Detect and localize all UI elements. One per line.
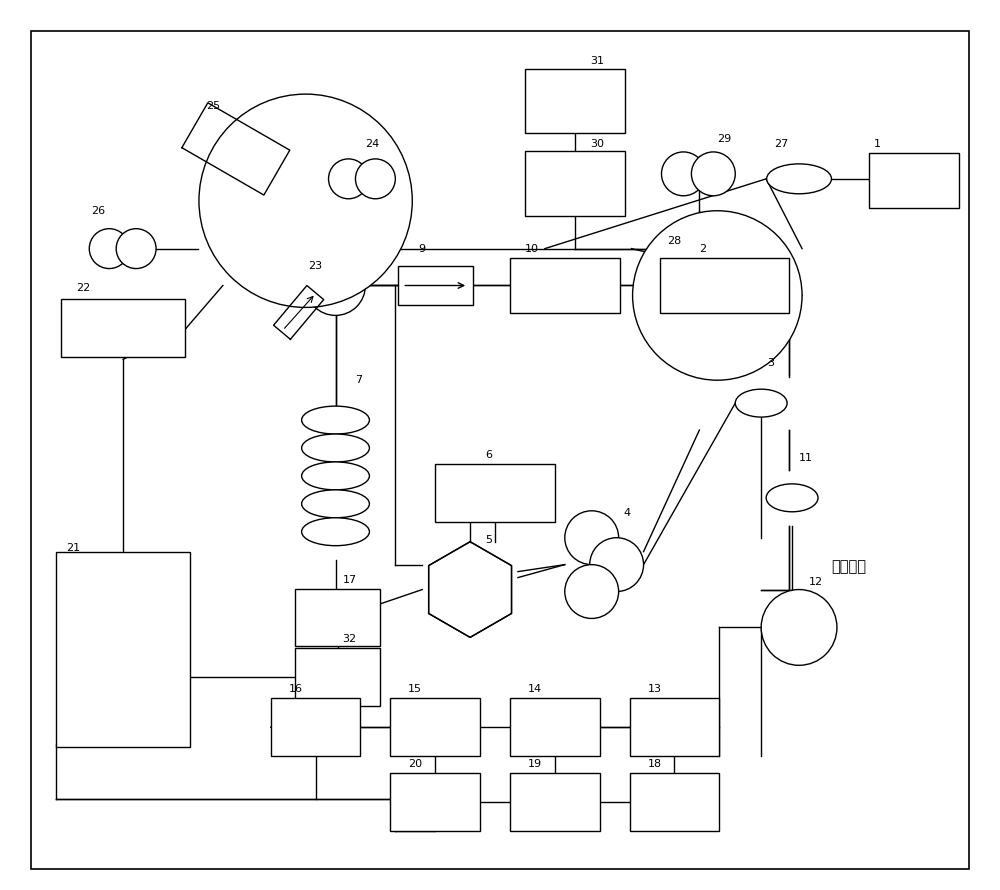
Text: 31: 31 xyxy=(590,56,604,66)
Text: 30: 30 xyxy=(590,139,604,149)
Circle shape xyxy=(89,229,129,269)
Bar xyxy=(295,588,380,646)
Text: 9: 9 xyxy=(418,244,425,254)
Bar xyxy=(525,69,625,134)
Bar xyxy=(56,552,190,747)
Text: 23: 23 xyxy=(309,261,323,271)
Bar xyxy=(271,699,360,756)
Text: 32: 32 xyxy=(342,635,357,644)
Ellipse shape xyxy=(767,164,831,194)
Circle shape xyxy=(199,94,412,307)
Text: 2: 2 xyxy=(699,244,707,254)
Text: 3: 3 xyxy=(767,359,774,368)
Text: 5: 5 xyxy=(485,535,492,545)
Ellipse shape xyxy=(302,518,369,546)
Ellipse shape xyxy=(735,389,787,417)
Ellipse shape xyxy=(766,484,818,512)
Circle shape xyxy=(306,255,365,315)
Circle shape xyxy=(661,152,705,196)
Bar xyxy=(435,464,555,522)
Circle shape xyxy=(565,564,619,619)
Bar xyxy=(61,299,185,357)
Text: 11: 11 xyxy=(799,453,813,463)
Text: 12: 12 xyxy=(809,577,823,587)
Bar xyxy=(390,699,480,756)
Text: 18: 18 xyxy=(648,759,662,769)
Circle shape xyxy=(355,159,395,198)
Circle shape xyxy=(329,159,368,198)
Text: 1: 1 xyxy=(874,139,881,149)
Bar xyxy=(525,151,625,216)
Text: 15: 15 xyxy=(408,684,422,694)
Bar xyxy=(295,648,380,706)
Bar xyxy=(510,699,600,756)
Text: 20: 20 xyxy=(408,759,422,769)
Text: 6: 6 xyxy=(485,450,492,460)
Text: 21: 21 xyxy=(66,543,80,553)
Text: 17: 17 xyxy=(342,575,357,585)
Bar xyxy=(398,265,473,305)
Text: 7: 7 xyxy=(355,376,363,385)
Text: 激光输出: 激光输出 xyxy=(831,560,866,575)
Text: 29: 29 xyxy=(717,134,732,144)
Circle shape xyxy=(633,211,802,380)
Text: 22: 22 xyxy=(76,284,91,294)
Text: 25: 25 xyxy=(206,101,220,111)
Circle shape xyxy=(761,589,837,666)
Bar xyxy=(390,773,480,830)
Circle shape xyxy=(590,538,644,592)
Text: 14: 14 xyxy=(528,684,542,694)
Text: 13: 13 xyxy=(648,684,662,694)
Bar xyxy=(510,258,620,313)
Text: 4: 4 xyxy=(624,508,631,518)
Text: 27: 27 xyxy=(774,139,788,149)
Text: 16: 16 xyxy=(289,684,303,694)
Text: 24: 24 xyxy=(365,139,380,149)
Text: 19: 19 xyxy=(528,759,542,769)
Ellipse shape xyxy=(302,406,369,434)
Circle shape xyxy=(116,229,156,269)
Bar xyxy=(630,773,719,830)
Bar xyxy=(869,153,959,208)
Circle shape xyxy=(565,511,619,564)
Ellipse shape xyxy=(302,434,369,462)
Bar xyxy=(510,773,600,830)
Bar xyxy=(630,699,719,756)
Circle shape xyxy=(691,152,735,196)
Ellipse shape xyxy=(302,490,369,518)
Text: 26: 26 xyxy=(91,206,105,215)
Polygon shape xyxy=(429,542,512,637)
Text: 8: 8 xyxy=(321,239,328,248)
Bar xyxy=(660,258,789,313)
Ellipse shape xyxy=(302,462,369,490)
Text: 28: 28 xyxy=(667,236,682,246)
Text: 10: 10 xyxy=(525,244,539,254)
